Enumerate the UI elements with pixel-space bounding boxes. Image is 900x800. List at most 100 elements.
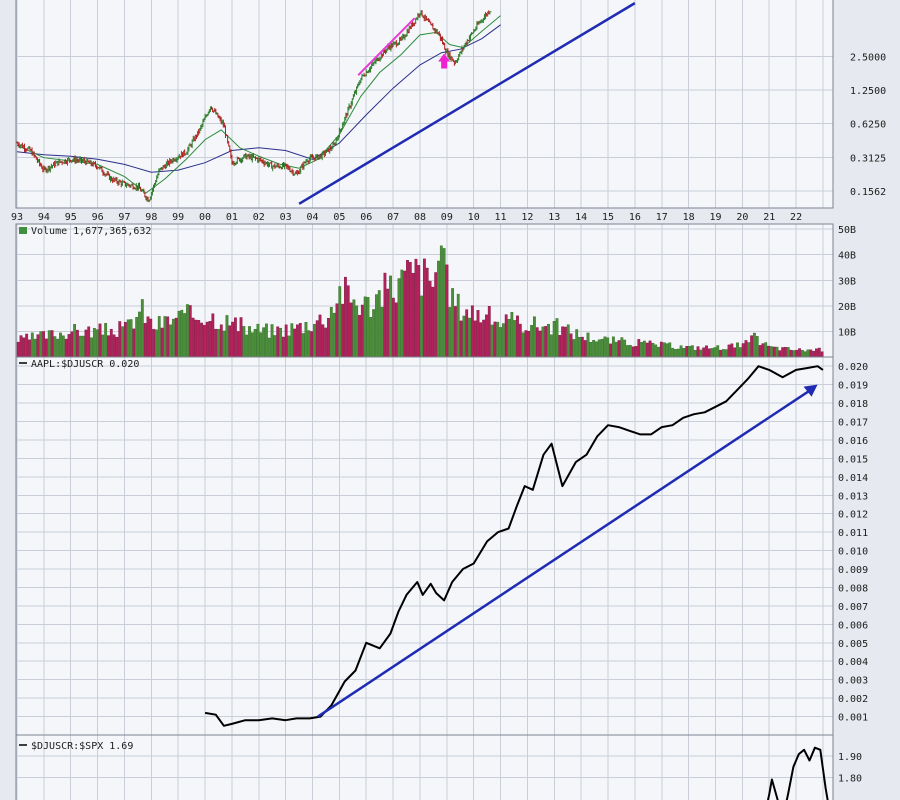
volume-bar-up <box>363 296 367 358</box>
volume-bar-down <box>327 318 330 358</box>
volume-y-tick-label: 40B <box>838 251 856 262</box>
volume-bar-up <box>572 339 576 358</box>
volume-bar-down <box>431 286 435 358</box>
ratio-y-tick-label: 0.006 <box>838 620 868 631</box>
price-y-tick-label: 0.6250 <box>850 120 886 131</box>
price-x-tick-label: 01 <box>226 212 238 223</box>
volume-bar-up <box>312 323 316 358</box>
volume-bar-up <box>420 295 423 358</box>
price-x-tick-label: 20 <box>736 212 748 223</box>
volume-bar-up <box>769 346 773 358</box>
volume-bar-up <box>668 342 672 358</box>
ratio-y-tick-label: 0.007 <box>838 602 868 613</box>
volume-bar-up <box>290 323 294 358</box>
volume-bar-up <box>259 332 263 358</box>
volume-bar-down <box>194 319 198 358</box>
volume-bar-down <box>580 336 584 358</box>
volume-bar-down <box>315 320 319 358</box>
volume-bar-down <box>702 347 706 358</box>
volume-bar-up <box>53 336 57 358</box>
volume-bar-down <box>236 331 240 358</box>
price-x-tick-label: 00 <box>199 212 211 223</box>
volume-bar-down <box>696 346 700 358</box>
volume-bar-up <box>92 327 96 358</box>
volume-bar-up <box>640 342 643 358</box>
relative-plot <box>766 746 829 800</box>
volume-bar-up <box>248 326 251 358</box>
relative-panel <box>16 735 833 800</box>
volume-bar-down <box>767 345 770 358</box>
ratio-y-tick-label: 0.017 <box>838 418 868 429</box>
ratio-y-tick-label: 0.014 <box>838 473 868 484</box>
volume-bar-up <box>437 260 440 358</box>
ratio-y-tick-label: 0.016 <box>838 436 868 447</box>
ratio-arrowhead <box>803 384 818 397</box>
ratio-y-tick-label: 0.008 <box>838 583 868 594</box>
relative-title: $DJUSCR:$SPX 1.69 <box>19 741 133 752</box>
volume-bar-down <box>516 315 519 358</box>
volume-bar-up <box>265 323 268 358</box>
volume-bar-up <box>603 336 607 358</box>
volume-bar-up <box>623 339 627 358</box>
volume-bar-down <box>45 338 48 358</box>
volume-bar-up <box>121 326 124 358</box>
volume-title: Volume 1,677,365,632 <box>19 226 151 237</box>
price-x-tick-label: 95 <box>65 212 77 223</box>
relative-y-tick-label: 1.80 <box>838 773 862 784</box>
volume-bar-up <box>301 333 305 358</box>
volume-bar-down <box>727 344 731 358</box>
volume-bar-down <box>76 329 79 358</box>
volume-bar-up <box>250 332 254 358</box>
volume-bar-up <box>366 297 370 358</box>
volume-bar-up <box>671 347 675 358</box>
volume-bar-up <box>389 275 392 358</box>
volume-bar-down <box>16 341 20 358</box>
volume-bar-up <box>256 323 260 358</box>
volume-bar-up <box>589 342 593 358</box>
price-y-tick-label: 2.5000 <box>850 52 886 63</box>
volume-bar-up <box>104 323 108 358</box>
volume-bar-down <box>28 339 31 358</box>
volume-bar-up <box>792 350 796 358</box>
volume-bar-down <box>406 260 409 358</box>
volume-bar-up <box>369 317 373 358</box>
volume-bar-up <box>665 343 669 358</box>
volume-bar-up <box>721 349 725 358</box>
ratio-plot <box>204 365 824 727</box>
price-y-tick-label: 0.1562 <box>850 187 886 198</box>
volume-bar-up <box>273 335 277 358</box>
volume-bar-down <box>321 324 325 358</box>
volume-bar-down <box>202 324 206 358</box>
volume-bar-up <box>496 321 500 358</box>
volume-bar-down <box>798 348 801 358</box>
volume-bar-up <box>90 337 93 358</box>
volume-bar-up <box>657 346 660 358</box>
axis-labels: 2.5000 1.2500 0.6250 0.3125 0.1562 93 94 95 96 97… <box>11 52 886 784</box>
volume-bar-down <box>504 314 508 358</box>
volume-bar-down <box>344 276 347 358</box>
volume-bar-up <box>699 349 703 358</box>
ratio-panel <box>16 357 833 735</box>
volume-bar-down <box>112 334 116 358</box>
price-x-tick-label: 09 <box>441 212 453 223</box>
price-x-tick-label: 10 <box>468 212 480 223</box>
volume-bar-up <box>225 315 229 358</box>
volume-bar-down <box>98 323 102 358</box>
volume-bar-down <box>470 305 474 358</box>
volume-bar-down <box>561 326 565 358</box>
price-x-tick-label: 03 <box>280 212 292 223</box>
volume-bar-down <box>648 340 652 358</box>
volume-bar-down <box>524 330 528 358</box>
volume-bar-down <box>617 340 621 358</box>
relative-frame <box>15 734 834 800</box>
volume-bar-down <box>659 341 663 358</box>
volume-bar-down <box>815 348 818 358</box>
price-x-tick-label: 07 <box>387 212 399 223</box>
volume-bar-up <box>375 294 378 358</box>
blue-trendline <box>298 2 636 205</box>
price-x-tick-label: 06 <box>360 212 372 223</box>
volume-bar-up <box>490 324 494 358</box>
volume-bar-up <box>400 269 404 358</box>
volume-bar-up <box>78 335 82 358</box>
volume-bar-down <box>360 304 364 358</box>
